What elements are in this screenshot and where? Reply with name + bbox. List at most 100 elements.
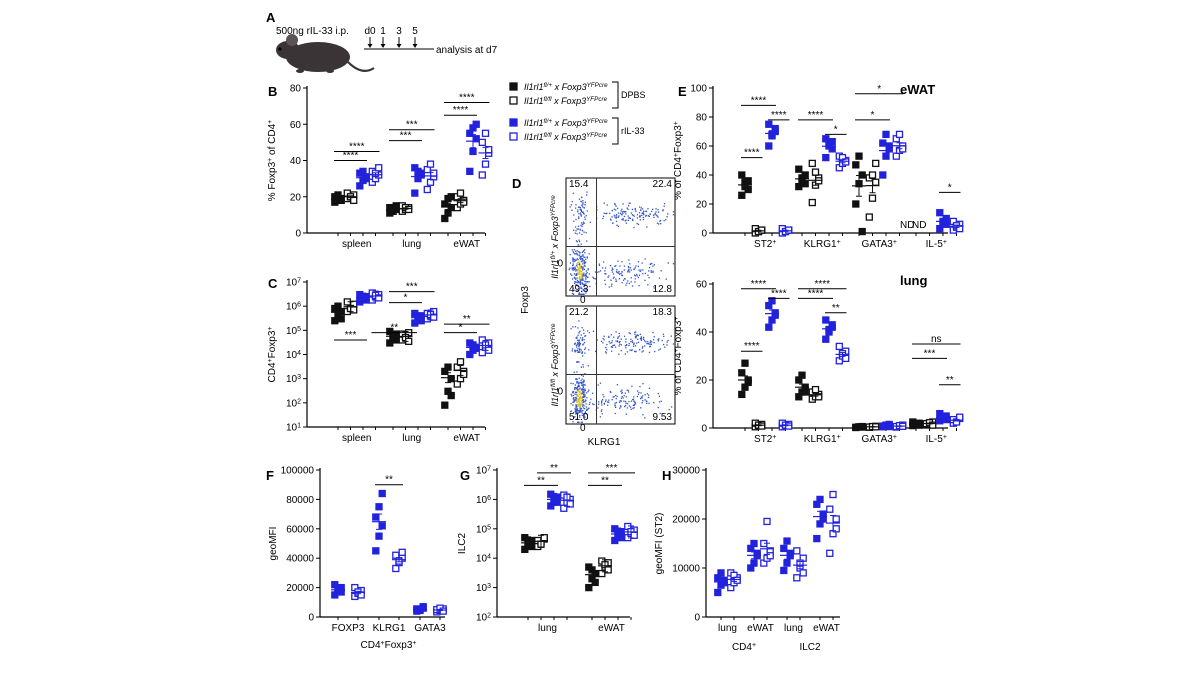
flow-event	[578, 350, 580, 353]
y-tick-label: 102	[476, 612, 491, 624]
flow-event	[576, 393, 578, 396]
flow-event	[579, 403, 581, 405]
x-group-label: CD4+Foxp3+	[361, 640, 417, 652]
flow-event	[642, 218, 645, 221]
flow-plot-frame	[565, 177, 676, 297]
flow-event	[620, 400, 622, 402]
x-category-label: KLRG1	[373, 623, 406, 634]
flow-event	[666, 341, 668, 343]
flow-event	[634, 345, 637, 347]
data-point	[808, 159, 816, 168]
flow-event	[581, 384, 583, 387]
significance-label: ****	[814, 279, 830, 290]
flow-event	[580, 256, 582, 258]
flow-event	[623, 335, 626, 337]
flow-event	[577, 209, 579, 211]
data-point	[795, 182, 803, 191]
flow-event	[603, 212, 605, 214]
flow-event	[618, 335, 621, 337]
flow-event	[582, 206, 584, 208]
legend-label: Il1rl1fl/+ x Foxp3YFPcre	[524, 118, 608, 129]
flow-event	[618, 353, 620, 355]
flow-event	[649, 213, 651, 215]
y-tick-label: 40	[696, 171, 708, 182]
flow-event	[660, 400, 662, 402]
flow-event	[648, 276, 650, 279]
flow-event	[583, 260, 586, 262]
flow-event	[642, 216, 645, 219]
flow-event	[602, 342, 604, 344]
flow-event	[579, 414, 581, 417]
flow-event	[580, 334, 582, 336]
y-tick-label: 100000	[281, 466, 315, 477]
data-point	[750, 539, 758, 548]
legend-marker	[509, 118, 518, 127]
flow-event	[581, 405, 584, 407]
flow-event	[621, 261, 623, 263]
flow-event	[580, 243, 582, 245]
flow-event	[574, 342, 577, 344]
flow-event	[575, 346, 578, 348]
flow-event	[621, 214, 623, 216]
data-point	[350, 196, 358, 205]
data-point	[375, 503, 383, 511]
flow-event	[571, 274, 573, 276]
significance-label: ****	[453, 105, 469, 116]
flow-event	[582, 355, 584, 357]
flow-event	[657, 339, 659, 341]
flow-event	[576, 228, 578, 230]
data-point	[799, 569, 807, 577]
flow-event	[576, 371, 578, 373]
flow-event	[569, 267, 571, 269]
flow-event	[581, 266, 584, 268]
flow-event	[626, 407, 629, 409]
data-point	[481, 160, 490, 168]
significance-label: **	[946, 375, 954, 386]
quadrant-value: 51.0	[569, 412, 589, 423]
flow-event	[652, 214, 655, 216]
flow-event	[581, 229, 584, 232]
flow-event	[571, 209, 573, 211]
flow-event	[609, 391, 611, 393]
flow-event	[579, 275, 581, 278]
flow-event	[610, 391, 612, 394]
flow-event	[625, 413, 627, 415]
flow-event	[568, 237, 571, 240]
flow-event	[572, 268, 574, 270]
flow-event	[577, 351, 579, 354]
flow-event	[575, 399, 577, 402]
mouse-icon	[276, 34, 375, 73]
data-point	[472, 344, 480, 352]
flow-event	[584, 388, 586, 390]
flow-event	[584, 265, 586, 267]
flow-event	[621, 395, 623, 398]
flow-event	[588, 403, 591, 406]
flow-event	[645, 400, 648, 402]
flow-event	[606, 343, 608, 346]
flow-event	[580, 208, 582, 211]
flow-event	[658, 401, 661, 403]
flow-event	[580, 214, 582, 216]
flow-event	[583, 395, 586, 398]
flow-event	[641, 208, 644, 210]
flow-event	[650, 263, 652, 265]
y-axis-label: CD4+Foxp3+	[267, 327, 279, 383]
data-point	[430, 169, 438, 177]
flow-event	[587, 408, 589, 410]
flow-event	[587, 269, 589, 271]
flow-event	[570, 393, 572, 395]
flow-event	[576, 258, 579, 260]
flow-event	[612, 273, 615, 275]
flow-event	[574, 387, 576, 389]
x-category-label: IL-5+	[926, 434, 947, 446]
flow-event	[586, 409, 588, 411]
data-point	[466, 167, 474, 176]
flow-event	[627, 205, 630, 207]
flow-y-label: Foxp3	[520, 286, 531, 314]
flow-event	[667, 213, 669, 215]
flow-event	[646, 393, 649, 395]
flow-event	[574, 399, 576, 401]
flow-event	[631, 349, 633, 351]
significance-label: **	[537, 475, 545, 486]
flow-event	[636, 334, 638, 336]
